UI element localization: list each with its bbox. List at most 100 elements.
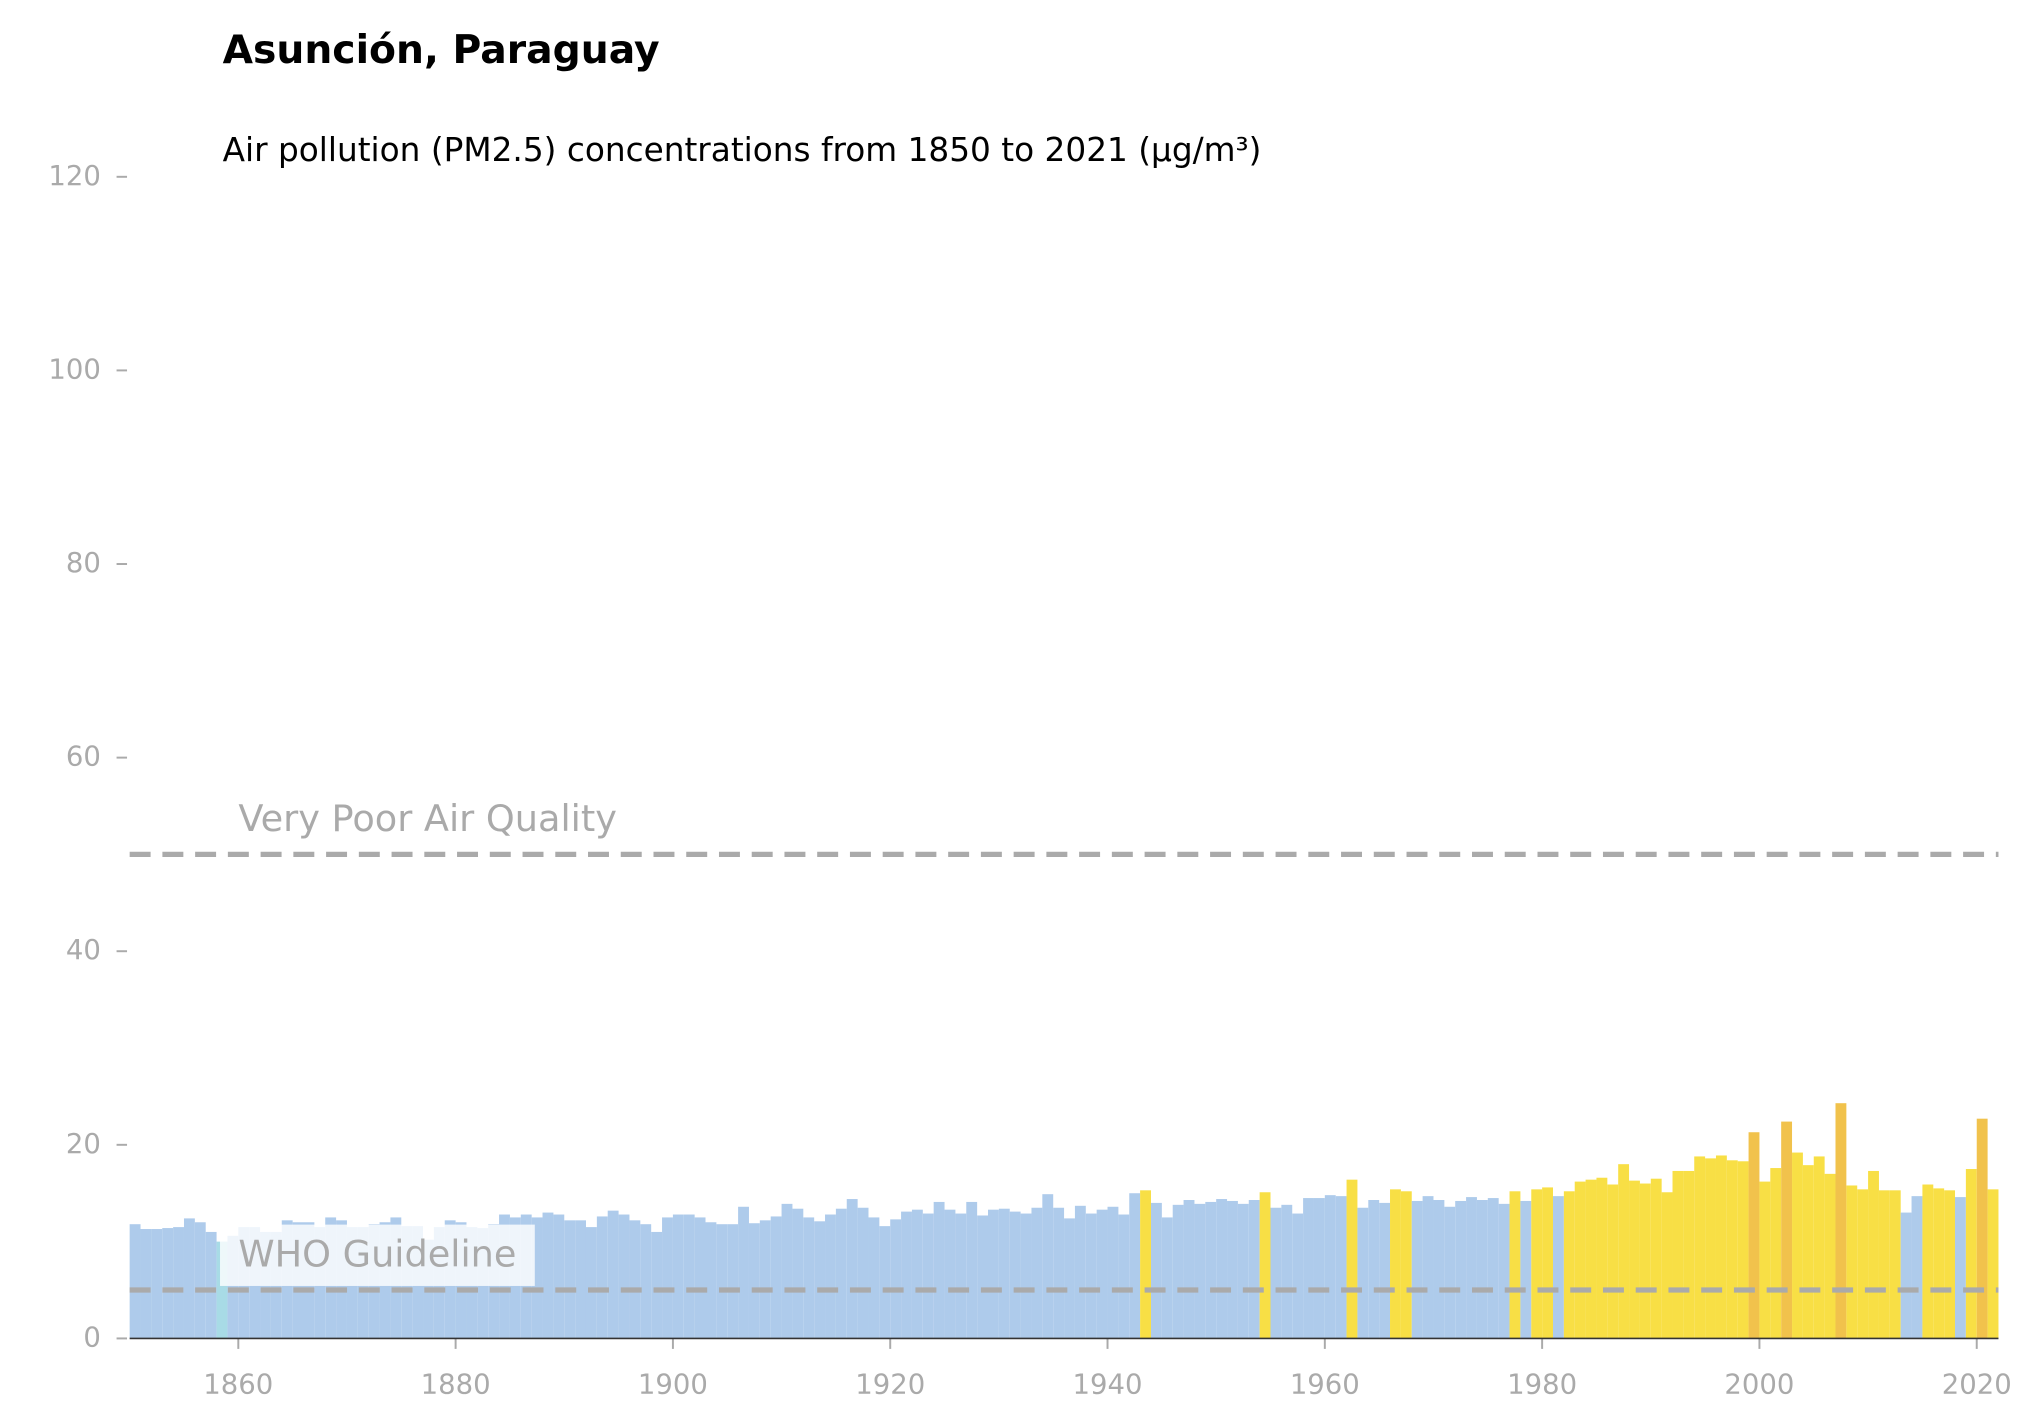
bar [1857,1189,1869,1339]
bar [1313,1198,1325,1339]
y-tick-label: 0 [83,1321,101,1353]
bar [1150,1202,1162,1339]
bar [1227,1200,1238,1339]
bar [890,1219,902,1339]
bar [1444,1206,1456,1339]
bar [955,1213,967,1339]
bar [1096,1209,1108,1339]
bar [846,1199,858,1339]
bar [1400,1191,1412,1339]
bar [738,1206,749,1339]
bar [1064,1218,1075,1339]
label-box [220,1224,535,1286]
bar [618,1214,630,1339]
bar [1661,1192,1673,1339]
bar [1433,1199,1445,1339]
bar [640,1224,652,1339]
bar [227,1235,239,1339]
bar [1933,1188,1945,1339]
bar [944,1209,956,1339]
bar [901,1211,912,1339]
bar [1520,1200,1532,1339]
bar [1466,1197,1477,1339]
bar [1259,1192,1271,1339]
bar [607,1210,619,1339]
bar [129,1224,141,1339]
bar [1944,1190,1956,1339]
bar [1248,1199,1260,1339]
bar [1042,1194,1054,1339]
bar [1542,1187,1553,1339]
bar [781,1203,793,1339]
bar [1629,1180,1640,1339]
bar [792,1208,804,1339]
bar [151,1229,163,1339]
bar [1324,1195,1336,1339]
bar [803,1217,815,1339]
bar [1976,1118,1988,1339]
bar [1335,1196,1347,1339]
chart-title: Asunción, Paraguay [223,28,660,73]
bar [1422,1196,1434,1339]
x-tick-label: 1960 [1290,1369,1360,1401]
x-tick-label: 1940 [1073,1369,1143,1401]
bar [173,1227,184,1339]
bar [1639,1183,1651,1339]
bar [1813,1156,1825,1339]
bar [1009,1211,1021,1339]
bar [1183,1199,1195,1339]
bar [1509,1191,1521,1339]
bar [1563,1191,1575,1339]
bar [1107,1206,1119,1339]
bar [1965,1169,1977,1339]
bar [1759,1181,1771,1339]
bar [1118,1214,1130,1339]
bar [1889,1190,1901,1339]
bar [1205,1201,1217,1339]
bar [662,1217,673,1339]
bar [629,1220,641,1339]
bar [1140,1190,1151,1339]
bar [1390,1189,1401,1339]
bar [716,1224,728,1339]
y-tick-label: 120 [48,160,101,192]
bar [1987,1189,1999,1339]
reference-label: WHO Guideline [238,1232,516,1275]
label-box [220,789,636,851]
y-tick-label: 20 [66,1128,101,1160]
bar [585,1227,597,1339]
x-tick-label: 1920 [855,1369,925,1401]
bar [1172,1204,1184,1339]
bar [1922,1184,1934,1339]
bar [564,1220,576,1339]
x-tick-label: 2020 [1942,1369,2012,1401]
x-tick-label: 1980 [1507,1369,1577,1401]
bar [1379,1202,1391,1339]
bar [911,1209,923,1339]
bar [814,1221,826,1339]
bar [194,1222,206,1339]
bar [651,1231,663,1339]
reference-label: Very Poor Air Quality [238,797,617,840]
bar [1455,1200,1467,1339]
bar [727,1224,739,1339]
bar [1020,1213,1032,1339]
bar [531,1217,543,1339]
bar [1085,1213,1097,1339]
bar [966,1201,978,1339]
y-tick-label: 60 [66,741,101,773]
bar [1411,1200,1423,1339]
bar [998,1208,1010,1339]
bar [1574,1181,1586,1339]
bar [868,1217,880,1339]
bar [1878,1190,1890,1339]
bar [825,1214,836,1339]
bar [1726,1160,1738,1339]
bar [1737,1161,1749,1339]
x-tick-label: 1880 [421,1369,491,1401]
bar [1715,1155,1727,1339]
bar [879,1226,891,1339]
bar [683,1214,695,1339]
x-tick-label: 1900 [638,1369,708,1401]
